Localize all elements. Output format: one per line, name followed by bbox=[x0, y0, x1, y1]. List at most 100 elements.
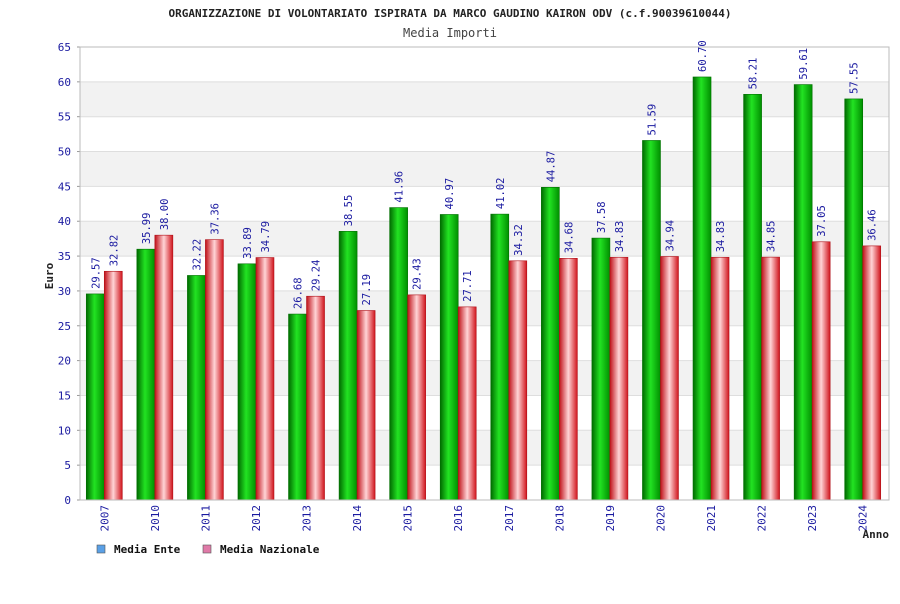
legend-label-nazionale: Media Nazionale bbox=[220, 543, 320, 556]
y-tick-label: 5 bbox=[64, 459, 71, 472]
y-tick-label: 40 bbox=[58, 215, 71, 228]
data-label-ente-2010: 35.99 bbox=[141, 213, 153, 245]
plot-frame bbox=[79, 46, 890, 501]
legend-item-nazionale[interactable]: Media Nazionale bbox=[202, 543, 320, 556]
x-tick-label: 2012 bbox=[250, 505, 263, 532]
x-tick-label: 2023 bbox=[806, 505, 819, 532]
bar-nazionale-2007[interactable] bbox=[103, 270, 123, 501]
bar-ente-2016[interactable] bbox=[439, 214, 459, 501]
bar-ente-2024[interactable] bbox=[844, 98, 864, 501]
data-label-nazionale-2012: 34.79 bbox=[260, 221, 272, 253]
bar-ente-2013[interactable] bbox=[288, 313, 307, 501]
bar-ente-2017[interactable] bbox=[490, 213, 510, 501]
x-tick-label: 2013 bbox=[301, 505, 314, 532]
data-label-ente-2012: 33.89 bbox=[242, 227, 254, 259]
bar-ente-2014[interactable] bbox=[338, 231, 358, 501]
bar-nazionale-2015[interactable] bbox=[407, 294, 426, 501]
y-tick-label: 10 bbox=[58, 424, 71, 437]
x-axis-label: Anno bbox=[863, 528, 890, 541]
x-tick-label: 2015 bbox=[402, 505, 415, 532]
data-label-ente-2022: 58.21 bbox=[748, 58, 760, 90]
data-label-nazionale-2019: 34.83 bbox=[614, 221, 626, 253]
bar-ente-2021[interactable] bbox=[692, 76, 712, 501]
bar-nazionale-2024[interactable] bbox=[862, 245, 882, 501]
plot-band bbox=[80, 81, 889, 117]
bar-nazionale-2014[interactable] bbox=[356, 310, 376, 501]
data-label-nazionale-2013: 29.24 bbox=[311, 260, 323, 292]
bar-nazionale-2022[interactable] bbox=[761, 256, 780, 501]
bar-ente-2012[interactable] bbox=[237, 263, 257, 501]
bar-nazionale-2017[interactable] bbox=[508, 260, 528, 501]
y-tick-label: 30 bbox=[58, 285, 71, 298]
legend-swatch-ente bbox=[96, 544, 106, 554]
bar-nazionale-2016[interactable] bbox=[457, 306, 477, 501]
y-tick-label: 20 bbox=[58, 355, 71, 368]
chart-title: ORGANIZZAZIONE DI VOLONTARIATO ISPIRATA … bbox=[169, 7, 732, 20]
x-tick-label: 2011 bbox=[199, 505, 212, 532]
bar-ente-2022[interactable] bbox=[743, 94, 762, 501]
plot-band bbox=[80, 151, 889, 187]
data-label-ente-2023: 59.61 bbox=[798, 48, 810, 80]
data-label-nazionale-2015: 29.43 bbox=[412, 258, 424, 290]
bar-nazionale-2020[interactable] bbox=[660, 256, 679, 501]
bar-nazionale-2012[interactable] bbox=[255, 257, 275, 501]
bar-ente-2023[interactable] bbox=[793, 84, 813, 501]
legend-label-ente: Media Ente bbox=[114, 543, 181, 556]
y-tick-label: 25 bbox=[58, 320, 71, 333]
bar-nazionale-2021[interactable] bbox=[710, 256, 730, 501]
y-axis-label: Euro bbox=[43, 262, 56, 289]
data-label-nazionale-2014: 27.19 bbox=[361, 274, 373, 306]
data-label-ente-2016: 40.97 bbox=[444, 178, 456, 210]
bar-ente-2020[interactable] bbox=[642, 140, 661, 501]
bar-ente-2018[interactable] bbox=[541, 186, 560, 501]
data-label-ente-2007: 29.57 bbox=[90, 257, 102, 289]
y-tick-label: 50 bbox=[58, 146, 71, 159]
x-tick-label: 2016 bbox=[452, 505, 465, 532]
data-label-nazionale-2010: 38.00 bbox=[159, 199, 171, 231]
bar-nazionale-2019[interactable] bbox=[609, 256, 629, 501]
y-tick-label: 45 bbox=[58, 180, 71, 193]
data-label-nazionale-2022: 34.85 bbox=[766, 221, 778, 253]
x-tick-label: 2014 bbox=[351, 505, 364, 532]
bar-ente-2011[interactable] bbox=[187, 275, 206, 501]
x-tick-label: 2022 bbox=[756, 505, 769, 532]
legend-item-ente[interactable]: Media Ente bbox=[96, 543, 181, 556]
x-tick-label: 2021 bbox=[705, 505, 718, 532]
data-label-nazionale-2007: 32.82 bbox=[108, 235, 120, 267]
bar-nazionale-2018[interactable] bbox=[559, 258, 578, 501]
bar-ente-2010[interactable] bbox=[136, 248, 156, 501]
data-label-nazionale-2017: 34.32 bbox=[513, 224, 525, 256]
bar-nazionale-2013[interactable] bbox=[306, 295, 325, 501]
y-tick-label: 35 bbox=[58, 250, 71, 263]
data-label-nazionale-2016: 27.71 bbox=[462, 270, 474, 302]
bar-nazionale-2011[interactable] bbox=[205, 239, 224, 501]
x-tick-label: 2020 bbox=[654, 505, 667, 532]
bar-ente-2019[interactable] bbox=[591, 237, 611, 501]
x-tick-label: 2018 bbox=[553, 505, 566, 532]
data-label-ente-2018: 44.87 bbox=[545, 151, 557, 183]
y-tick-label: 15 bbox=[58, 389, 71, 402]
legend-swatch-nazionale bbox=[202, 544, 212, 554]
x-tick-label: 2007 bbox=[98, 505, 111, 532]
x-tick-label: 2017 bbox=[503, 505, 516, 532]
data-label-ente-2021: 60.70 bbox=[697, 40, 709, 72]
data-label-ente-2011: 32.22 bbox=[191, 239, 203, 271]
data-labels-group: 29.57 32.82 35.99 38.00 32.22 37.36 33.89 34.79… bbox=[90, 40, 878, 309]
data-label-ente-2017: 41.02 bbox=[495, 178, 507, 210]
x-tick-label: 2024 bbox=[857, 505, 870, 532]
data-label-ente-2020: 51.59 bbox=[646, 104, 658, 136]
bar-nazionale-2023[interactable] bbox=[811, 241, 831, 501]
data-label-nazionale-2023: 37.05 bbox=[816, 205, 828, 237]
x-tick-label: 2019 bbox=[604, 505, 617, 532]
chart-subtitle: Media Importi bbox=[403, 26, 497, 40]
bar-ente-2007[interactable] bbox=[85, 293, 105, 501]
data-label-nazionale-2020: 34.94 bbox=[664, 220, 676, 252]
bar-ente-2015[interactable] bbox=[389, 207, 408, 501]
x-tick-label: 2010 bbox=[149, 505, 162, 532]
data-label-ente-2015: 41.96 bbox=[394, 171, 406, 203]
bar-nazionale-2010[interactable] bbox=[154, 234, 174, 501]
data-label-ente-2013: 26.68 bbox=[293, 277, 305, 309]
legend: Media Ente Media Nazionale bbox=[96, 543, 320, 556]
